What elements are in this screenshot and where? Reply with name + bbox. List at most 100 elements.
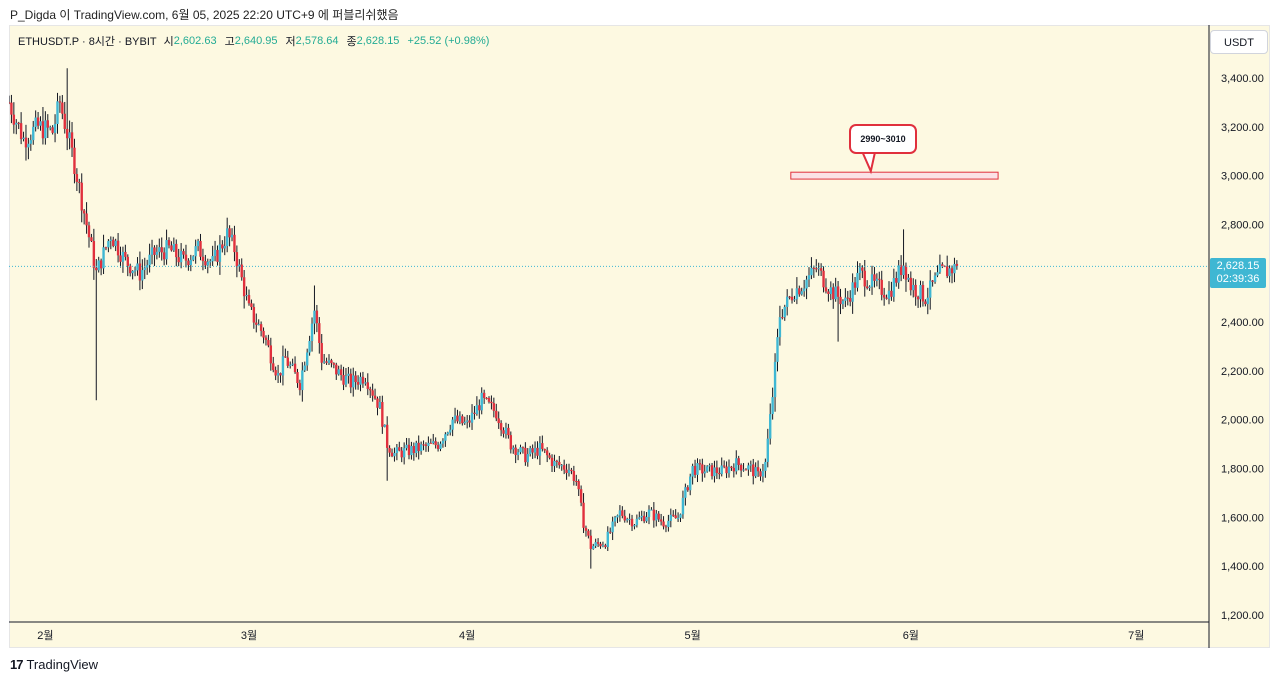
candle-body[interactable] [846, 297, 849, 299]
candle-body[interactable] [592, 545, 595, 549]
candle-body[interactable] [810, 267, 813, 276]
candle-body[interactable] [325, 361, 328, 363]
candle-body[interactable] [453, 415, 457, 420]
candle-body[interactable] [398, 447, 401, 451]
candle-body[interactable] [32, 126, 35, 141]
candle-body[interactable] [143, 267, 146, 271]
candle-body[interactable] [238, 264, 241, 267]
candle-body[interactable] [109, 239, 113, 241]
candle-body[interactable] [936, 272, 939, 276]
candle-body[interactable] [662, 521, 665, 527]
candle-body[interactable] [538, 443, 542, 456]
candle-body[interactable] [853, 282, 857, 288]
candle-body[interactable] [817, 268, 820, 270]
candle-body[interactable] [732, 467, 736, 472]
candle-body[interactable] [533, 447, 537, 453]
candle-body[interactable] [281, 356, 285, 376]
candle-body[interactable] [725, 466, 728, 474]
candle-body[interactable] [213, 249, 217, 257]
candle-body[interactable] [461, 416, 464, 424]
candle-body[interactable] [490, 401, 493, 404]
candle-body[interactable] [555, 460, 559, 462]
candle-body[interactable] [582, 502, 585, 528]
candle-body[interactable] [107, 240, 110, 248]
candle-body[interactable] [689, 476, 692, 491]
candle-body[interactable] [296, 372, 299, 384]
candle-body[interactable] [909, 277, 913, 291]
candle-body[interactable] [429, 442, 433, 444]
candle-body[interactable] [509, 435, 513, 450]
candle-body[interactable] [756, 467, 760, 472]
candle-body[interactable] [618, 510, 622, 516]
candle-body[interactable] [545, 450, 549, 456]
candle-body[interactable] [570, 469, 573, 472]
candle-body[interactable] [926, 297, 929, 305]
candle-body[interactable] [691, 465, 694, 477]
candle-body[interactable] [155, 251, 159, 255]
candle-body[interactable] [630, 518, 634, 527]
candle-body[interactable] [577, 481, 580, 490]
candle-body[interactable] [705, 466, 709, 472]
candle-body[interactable] [642, 515, 646, 522]
candle-body[interactable] [402, 448, 406, 458]
candle-body[interactable] [192, 256, 195, 260]
candle-body[interactable] [938, 264, 942, 273]
candle-body[interactable] [834, 286, 837, 300]
candle-body[interactable] [773, 361, 777, 398]
candle-body[interactable] [558, 461, 561, 466]
candle-body[interactable] [507, 427, 510, 436]
candle-body[interactable] [470, 412, 474, 423]
candle-body[interactable] [85, 213, 88, 226]
candle-body[interactable] [516, 452, 520, 456]
candle-body[interactable] [735, 458, 738, 472]
candle-body[interactable] [344, 375, 348, 385]
candle-body[interactable] [419, 444, 423, 452]
candle-body[interactable] [495, 410, 498, 419]
candle-body[interactable] [332, 363, 336, 365]
candle-body[interactable] [318, 323, 321, 344]
candle-body[interactable] [383, 424, 386, 427]
candle-body[interactable] [730, 466, 733, 468]
candle-body[interactable] [22, 137, 25, 140]
candle-body[interactable] [628, 518, 631, 520]
candle-body[interactable] [686, 487, 689, 491]
candle-body[interactable] [189, 259, 193, 266]
candle-body[interactable] [301, 370, 304, 391]
candle-body[interactable] [550, 457, 554, 467]
candle-body[interactable] [945, 266, 949, 277]
candle-body[interactable] [133, 270, 137, 272]
candle-body[interactable] [330, 360, 333, 364]
candle-body[interactable] [904, 265, 908, 280]
candle-body[interactable] [912, 284, 915, 291]
candle-body[interactable] [29, 140, 33, 144]
candle-body[interactable] [822, 270, 825, 288]
candle-body[interactable] [802, 288, 806, 292]
candle-body[interactable] [439, 443, 442, 450]
candle-body[interactable] [759, 471, 762, 477]
candle-body[interactable] [645, 516, 648, 522]
candle-body[interactable] [844, 297, 847, 301]
candle-body[interactable] [434, 441, 437, 446]
candle-body[interactable] [175, 243, 178, 258]
candle-body[interactable] [211, 256, 214, 262]
candle-body[interactable] [44, 120, 47, 139]
candle-body[interactable] [349, 373, 353, 388]
candle-body[interactable] [468, 420, 471, 423]
candle-body[interactable] [950, 268, 954, 274]
candle-body[interactable] [177, 257, 180, 263]
candle-body[interactable] [919, 284, 922, 300]
candle-body[interactable] [272, 363, 275, 371]
chart-pane[interactable] [9, 25, 1270, 648]
candle-body[interactable] [228, 228, 231, 238]
candle-body[interactable] [19, 123, 23, 140]
candle-body[interactable] [478, 405, 481, 411]
candle-body[interactable] [63, 113, 66, 129]
candle-body[interactable] [218, 244, 222, 262]
candle-body[interactable] [783, 306, 786, 318]
candle-body[interactable] [487, 397, 491, 402]
candle-body[interactable] [165, 239, 168, 260]
candle-body[interactable] [124, 251, 127, 257]
candle-body[interactable] [890, 290, 893, 297]
candle-body[interactable] [225, 228, 229, 246]
candle-body[interactable] [575, 480, 578, 482]
